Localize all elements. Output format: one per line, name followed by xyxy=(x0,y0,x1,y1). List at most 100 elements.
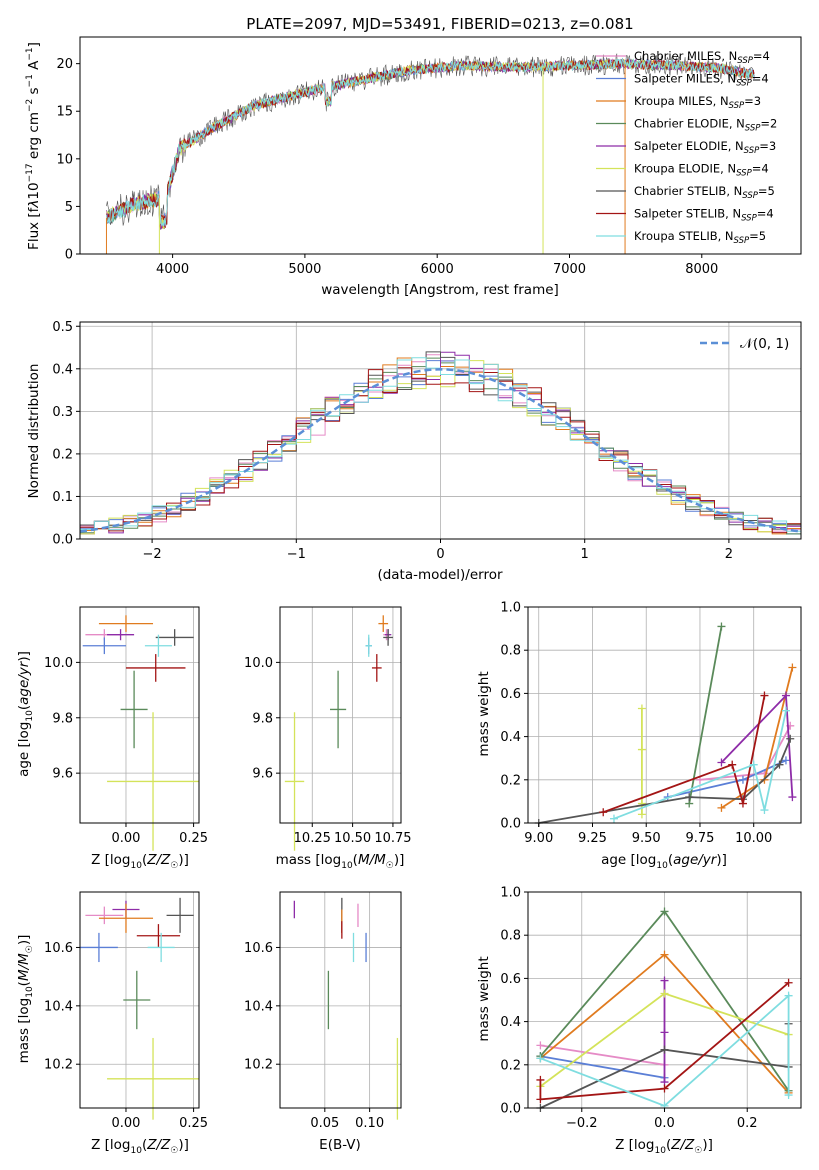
x-tick-label: −2 xyxy=(143,547,162,562)
spectrum-lines xyxy=(105,53,755,254)
x-tick-label: 9.25 xyxy=(578,831,607,846)
y-tick-label: 0.2 xyxy=(52,447,73,462)
panel-mass-vs-Z: 0.00 0.25 10.2 10.4 10.6 Z [log10(Z/Z☉)] mas… xyxy=(16,891,208,1156)
weight-marker xyxy=(660,907,669,916)
legend-label: Salpeter MILES, NSSP=4 xyxy=(634,72,769,89)
y-tick-label: 0.0 xyxy=(500,817,521,832)
spectrum-ylabel: Flux [fλ10−17 erg cm−2 s−1 A−1] xyxy=(25,42,42,250)
axes-frame xyxy=(79,36,802,255)
x-tick-label: 0.0 xyxy=(654,1116,675,1131)
x-tick-label: 6000 xyxy=(421,262,454,277)
x-tick-label: 10.50 xyxy=(334,831,371,846)
errorbar-point xyxy=(371,654,382,682)
weight-marker xyxy=(717,622,726,631)
panel-age-vs-Z: 0.00 0.25 9.6 9.8 10.0 Z [log10(Z/Z☉)] age [… xyxy=(16,606,208,871)
y-tick-label: 10.0 xyxy=(44,656,73,671)
weight-marker xyxy=(784,991,793,1000)
weight-series xyxy=(534,734,795,827)
mass-vs-Z-ylabel: mass [log10(M/M☉)] xyxy=(16,935,35,1064)
y-tick-label: 0.3 xyxy=(52,405,73,420)
weight-marker xyxy=(728,760,737,769)
plot-area xyxy=(284,615,393,851)
x-tick-label: −0.2 xyxy=(566,1116,598,1131)
errorbar-point xyxy=(365,634,372,657)
y-tick-label: 9.6 xyxy=(252,767,273,782)
panel-weight-vs-age: 9.00 9.25 9.50 9.75 10.000.00.20.40.60.81.0 … xyxy=(476,601,802,871)
errorbar-point xyxy=(107,1037,199,1120)
legend-label: Salpeter ELODIE, NSSP=3 xyxy=(634,139,776,156)
y-tick-label: 0.4 xyxy=(500,1015,521,1030)
y-tick-label: 0 xyxy=(65,248,73,263)
weight-marker xyxy=(536,1095,545,1104)
errorbar-point xyxy=(82,637,126,655)
weight-marker xyxy=(637,799,646,808)
x-tick-label: 10.25 xyxy=(294,831,331,846)
weight-marker xyxy=(637,810,646,819)
weight-series xyxy=(695,721,795,784)
panel-residuals: −2 −1 0 1 2 0.0 0.1 0.2 0.3 0.4 0.5 (data-model)/e… xyxy=(26,320,802,583)
weight-series xyxy=(536,978,793,1104)
axes-frame xyxy=(527,606,802,824)
y-tick-label: 10.4 xyxy=(44,999,73,1014)
x-tick-label: 9.00 xyxy=(524,831,553,846)
age-vs-mass-xlabel: mass [log10(M/M☉)] xyxy=(276,852,405,871)
errorbar-point xyxy=(136,924,181,948)
weight-marker xyxy=(717,803,726,812)
weight-marker xyxy=(637,704,646,713)
weight-marker xyxy=(781,706,790,715)
axes-frame xyxy=(79,606,200,824)
y-tick-label: 0.6 xyxy=(500,972,521,987)
weight-marker xyxy=(660,989,669,998)
errorbar-point xyxy=(383,629,393,646)
x-tick-label: −1 xyxy=(287,547,306,562)
weight-marker xyxy=(609,814,618,823)
y-tick-label: 10.6 xyxy=(244,941,273,956)
weight-marker xyxy=(660,950,669,959)
weight-marker xyxy=(760,691,769,700)
x-tick-label: 0.10 xyxy=(355,1116,384,1131)
x-tick-label: 7000 xyxy=(553,262,586,277)
panel-age-vs-mass: 10.25 10.50 10.75 9.6 9.8 10.0 mass [log10(M/… xyxy=(244,606,412,871)
y-tick-label: 10.4 xyxy=(244,999,273,1014)
y-tick-label: 20 xyxy=(56,57,73,72)
x-tick-label: 9.75 xyxy=(685,831,714,846)
legend-label: Chabrier STELIB, NSSP=5 xyxy=(634,184,775,201)
weight-marker xyxy=(775,760,784,769)
y-tick-label: 0.4 xyxy=(500,730,521,745)
errorbar-point xyxy=(107,629,135,641)
weight-marker xyxy=(738,775,747,784)
y-tick-label: 10.0 xyxy=(244,656,273,671)
plot-area xyxy=(105,53,755,254)
weight-marker xyxy=(637,745,646,754)
weight-line xyxy=(688,626,723,804)
weight-marker xyxy=(784,978,793,987)
y-tick-label: 1.0 xyxy=(500,886,521,901)
axes-frame xyxy=(79,891,200,1109)
y-tick-label: 0.0 xyxy=(500,1102,521,1117)
weight-marker xyxy=(660,1084,669,1093)
errorbar-point xyxy=(378,615,389,632)
weight-marker xyxy=(685,793,694,802)
x-tick-label: 8000 xyxy=(685,262,718,277)
weight-series xyxy=(599,691,769,817)
age-vs-Z-ylabel: age [log10(age/yr)] xyxy=(16,651,35,777)
x-tick-label: 0 xyxy=(436,547,444,562)
panel-mass-vs-ebv: 0.05 0.10 10.2 10.4 10.6 E(B-V) xyxy=(244,891,402,1153)
y-tick-label: 10.2 xyxy=(44,1058,73,1073)
y-tick-label: 1.0 xyxy=(500,601,521,616)
weight-vs-age-xlabel: age [log10(age/yr)] xyxy=(601,852,727,871)
legend-label: Chabrier MILES, NSSP=4 xyxy=(634,49,770,66)
weight-marker xyxy=(786,734,795,743)
y-tick-label: 0.8 xyxy=(500,929,521,944)
y-tick-label: 9.8 xyxy=(52,711,73,726)
weight-line xyxy=(539,982,790,1101)
errorbar-point xyxy=(144,634,172,657)
y-tick-label: 0.5 xyxy=(52,320,73,335)
weight-marker xyxy=(660,1045,669,1054)
errorbar-point xyxy=(120,670,148,749)
errorbar-point xyxy=(98,615,154,632)
plot-area xyxy=(293,897,399,1120)
x-tick-label: 10.00 xyxy=(735,831,772,846)
errorbar-point xyxy=(107,712,199,851)
